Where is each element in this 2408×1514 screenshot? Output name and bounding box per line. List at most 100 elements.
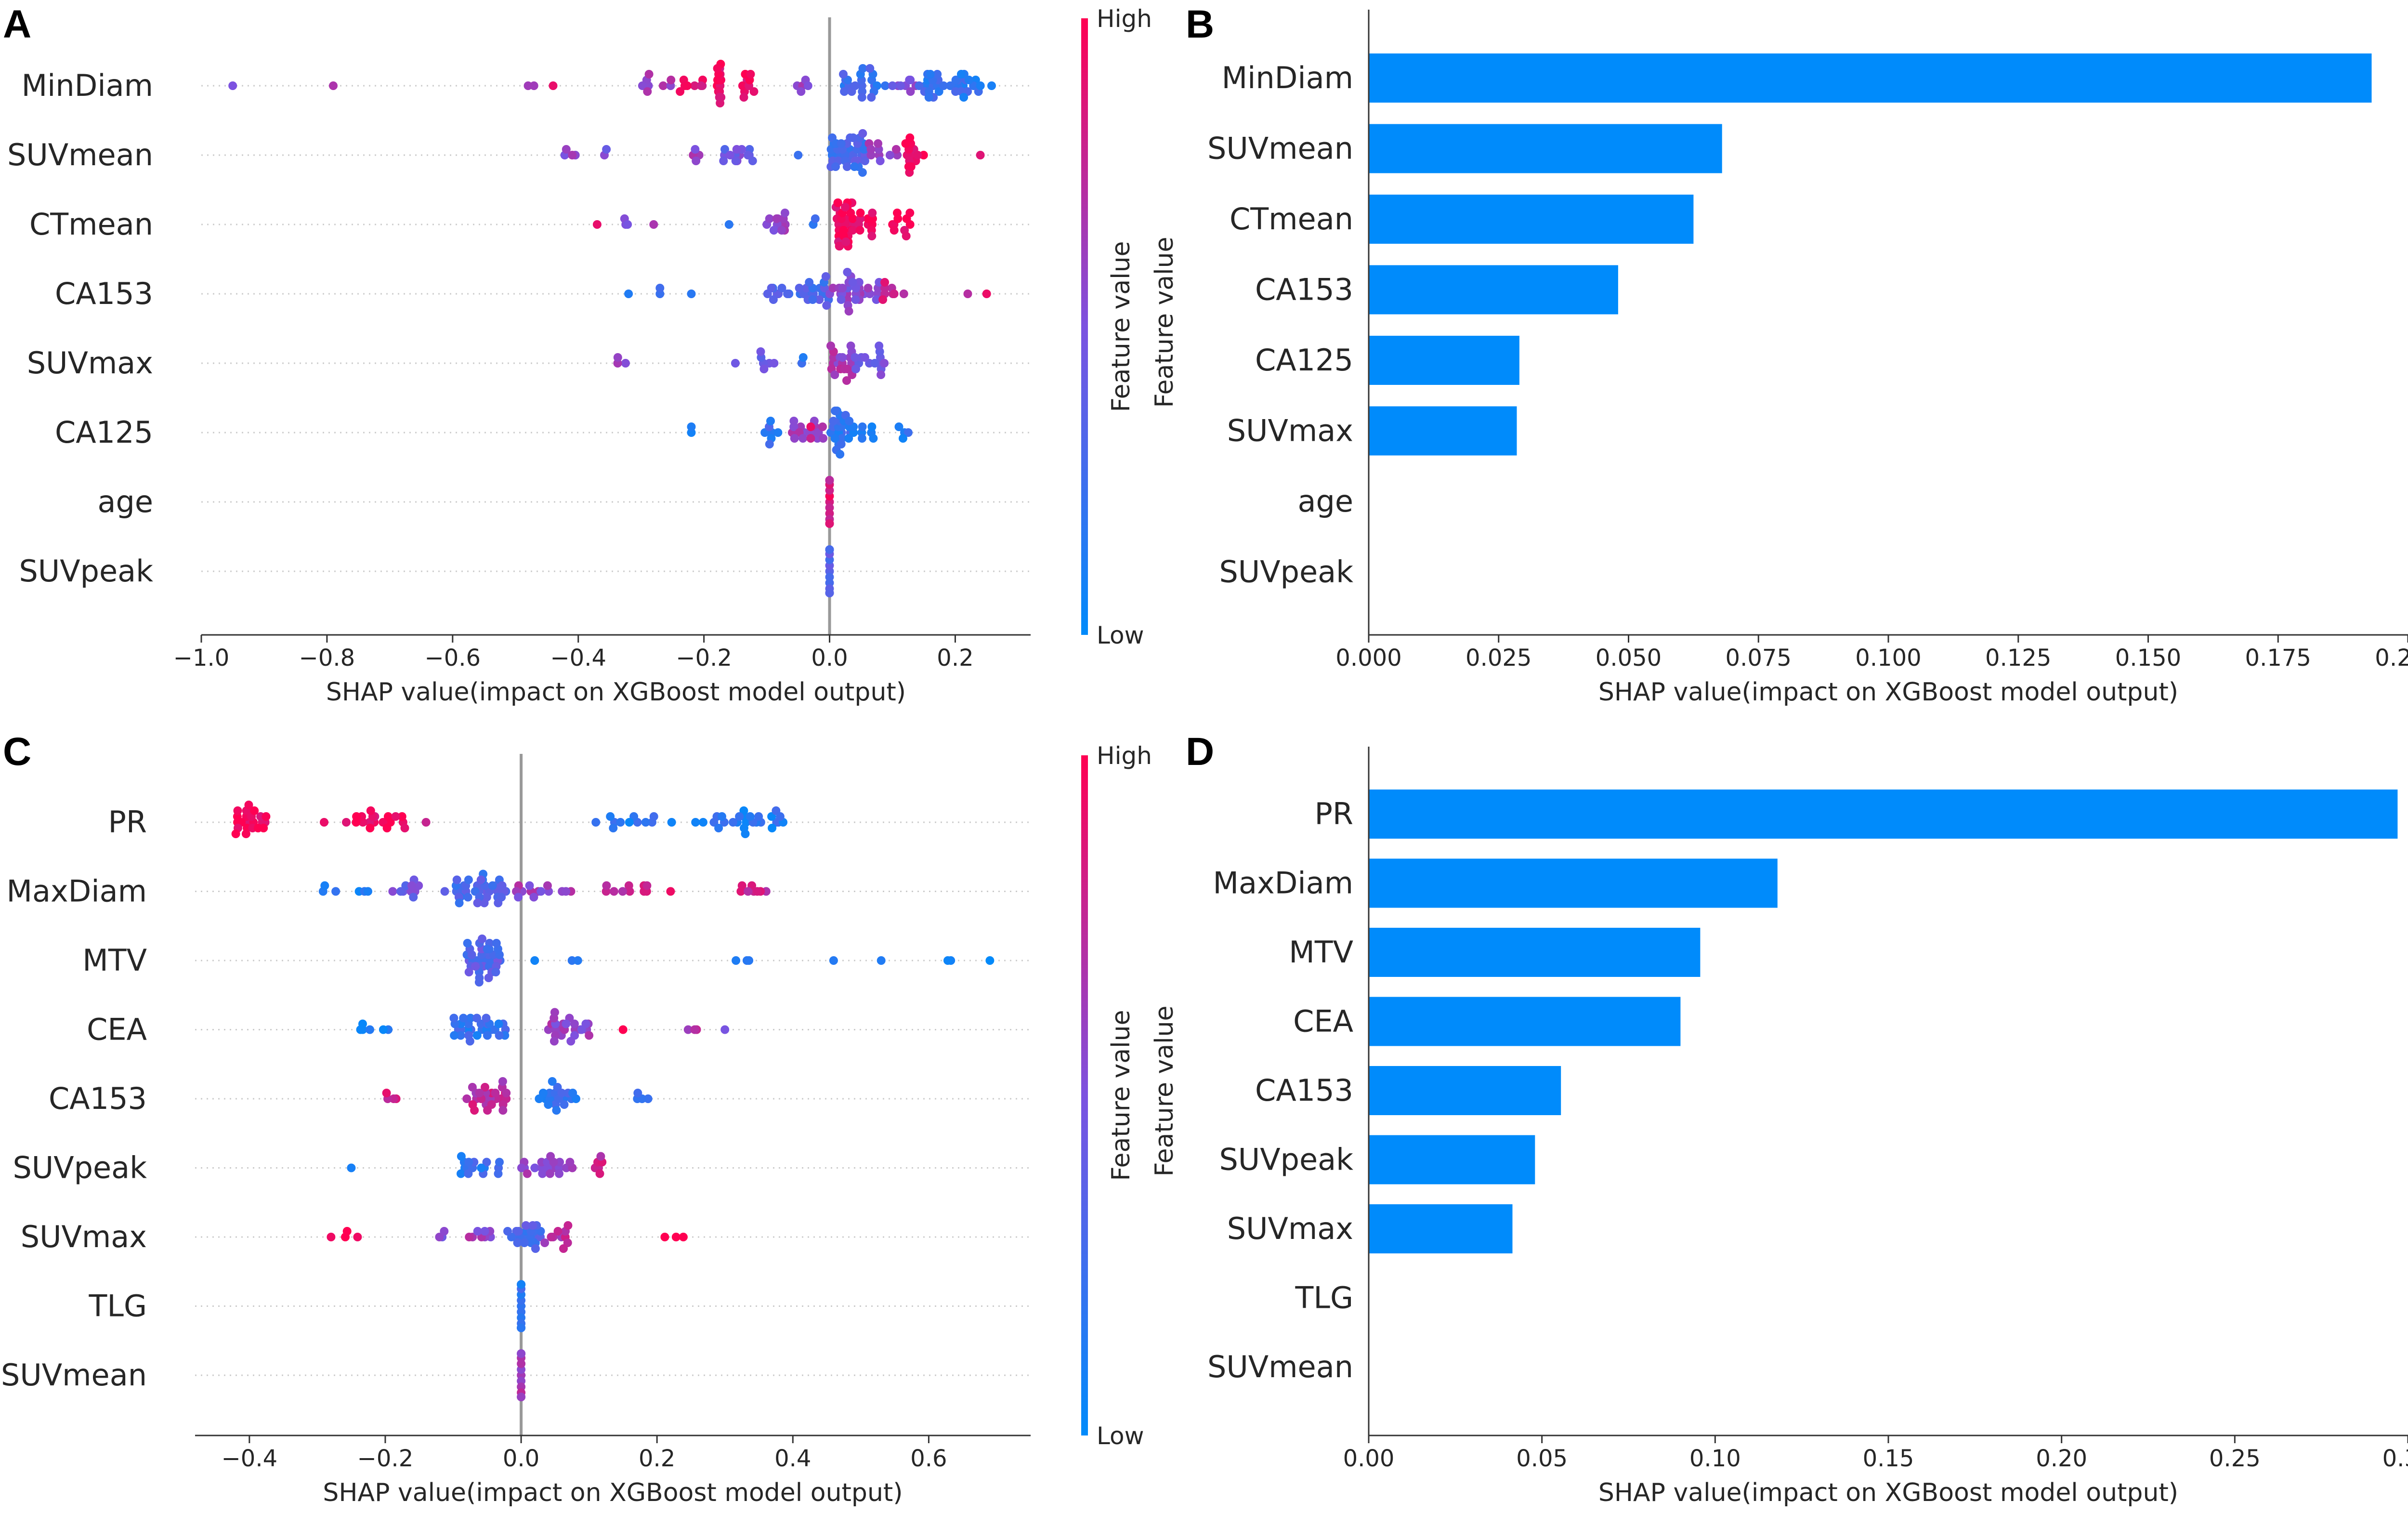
- shap-dot: [440, 1227, 449, 1236]
- x-tick-label: −0.2: [676, 645, 732, 671]
- shap-dot: [457, 1169, 465, 1178]
- shap-dot: [353, 1233, 362, 1241]
- feature-label: SUVmean: [1, 1357, 147, 1393]
- importance-bar: [1369, 195, 1694, 244]
- shap-dot: [244, 801, 253, 809]
- shap-dot: [789, 417, 798, 425]
- shap-dot: [798, 353, 808, 362]
- shap-dot: [834, 198, 842, 207]
- shap-dot: [867, 422, 877, 431]
- shap-dot: [435, 1233, 444, 1241]
- colorbar-title: Feature value: [1107, 1010, 1136, 1181]
- shap-dot: [720, 1025, 730, 1034]
- shap-dot: [845, 417, 854, 425]
- shap-dot: [250, 806, 259, 815]
- shap-dot: [568, 151, 577, 159]
- panel-label-c: C: [3, 730, 31, 774]
- shap-dot: [765, 440, 774, 448]
- shap-dot: [522, 1221, 530, 1230]
- shap-dot: [690, 81, 699, 90]
- shap-dot: [624, 881, 633, 890]
- shap-dot: [364, 887, 372, 896]
- shap-dot: [875, 342, 884, 350]
- shap-dot: [775, 812, 785, 821]
- shap-dot: [543, 881, 552, 890]
- shap-dot: [492, 939, 501, 948]
- shap-dot: [455, 898, 464, 908]
- shap-dot: [494, 1169, 503, 1178]
- shap-dot: [530, 1163, 539, 1172]
- shap-dot: [780, 209, 789, 217]
- shap-dot: [926, 70, 935, 79]
- shap-dot: [844, 434, 853, 443]
- importance-bar: [1369, 124, 1722, 173]
- x-axis-label: SHAP value(impact on XGBoost model outpu…: [1598, 678, 2178, 707]
- shap-dot: [691, 145, 700, 154]
- shap-dot: [756, 347, 765, 356]
- shap-dot: [517, 1393, 526, 1401]
- panel-label-b: B: [1186, 2, 1214, 46]
- shap-dot: [924, 93, 933, 102]
- x-axis-label: SHAP value(impact on XGBoost model outpu…: [326, 678, 906, 707]
- shap-dot: [563, 1221, 573, 1230]
- importance-bar: [1369, 406, 1517, 456]
- shap-dot: [483, 1106, 492, 1115]
- category-label: MTV: [1289, 935, 1353, 970]
- shap-dot: [795, 284, 804, 292]
- x-tick-label: 0.15: [1863, 1445, 1914, 1472]
- shap-dot: [881, 81, 890, 90]
- importance-bar: [1369, 336, 1519, 385]
- shap-dot: [956, 70, 966, 79]
- shap-dot: [746, 70, 755, 79]
- shap-dot: [964, 76, 973, 84]
- shap-dot: [877, 956, 886, 965]
- shap-dot: [649, 812, 658, 821]
- shap-dot: [905, 209, 915, 217]
- shap-dot: [905, 133, 915, 142]
- shap-dot: [259, 824, 268, 832]
- colorbar: [1081, 18, 1088, 635]
- shap-dot: [666, 887, 675, 896]
- shap-dot: [864, 284, 873, 292]
- shap-dot: [759, 365, 769, 373]
- shap-dot: [772, 214, 781, 223]
- shap-dot: [389, 1094, 398, 1103]
- shap-dot: [514, 893, 523, 902]
- feature-label: CA153: [49, 1081, 147, 1116]
- shap-dot: [773, 428, 783, 437]
- x-tick-label: 0.20: [2036, 1445, 2087, 1472]
- shap-dot: [560, 1100, 569, 1109]
- shap-dot: [856, 209, 865, 217]
- shap-dot: [860, 145, 868, 154]
- panel-label-d: D: [1186, 730, 1214, 774]
- category-label: CA125: [1255, 342, 1353, 378]
- shap-dot: [495, 1158, 504, 1167]
- x-tick-label: 0.6: [910, 1445, 947, 1472]
- shap-dot: [548, 1077, 557, 1086]
- shap-dot: [876, 157, 885, 165]
- shap-dot: [535, 1094, 544, 1103]
- feature-label: CTmean: [29, 207, 153, 242]
- shap-dot: [623, 220, 632, 229]
- shap-dot: [798, 434, 808, 443]
- shap-dot: [517, 1323, 526, 1332]
- x-tick-label: 0.00: [1343, 1445, 1395, 1472]
- shap-dot: [550, 1037, 559, 1046]
- importance-bar: [1369, 858, 1778, 908]
- shap-dot: [726, 151, 735, 159]
- shap-dot: [831, 407, 840, 415]
- shap-dot: [848, 278, 857, 287]
- panel-label-a: A: [3, 2, 31, 46]
- colorbar: [1081, 755, 1088, 1435]
- shap-dot: [528, 1221, 537, 1230]
- category-label: CA153: [1255, 1073, 1353, 1108]
- shap-dot: [987, 81, 996, 90]
- shap-dot: [546, 1152, 555, 1161]
- shap-dot: [464, 1158, 473, 1167]
- shap-dot: [366, 806, 375, 815]
- shap-dot: [467, 950, 476, 959]
- shap-dot: [860, 353, 869, 362]
- shap-dot: [457, 1152, 466, 1161]
- shap-dot: [329, 81, 338, 90]
- shap-dot: [552, 1106, 561, 1115]
